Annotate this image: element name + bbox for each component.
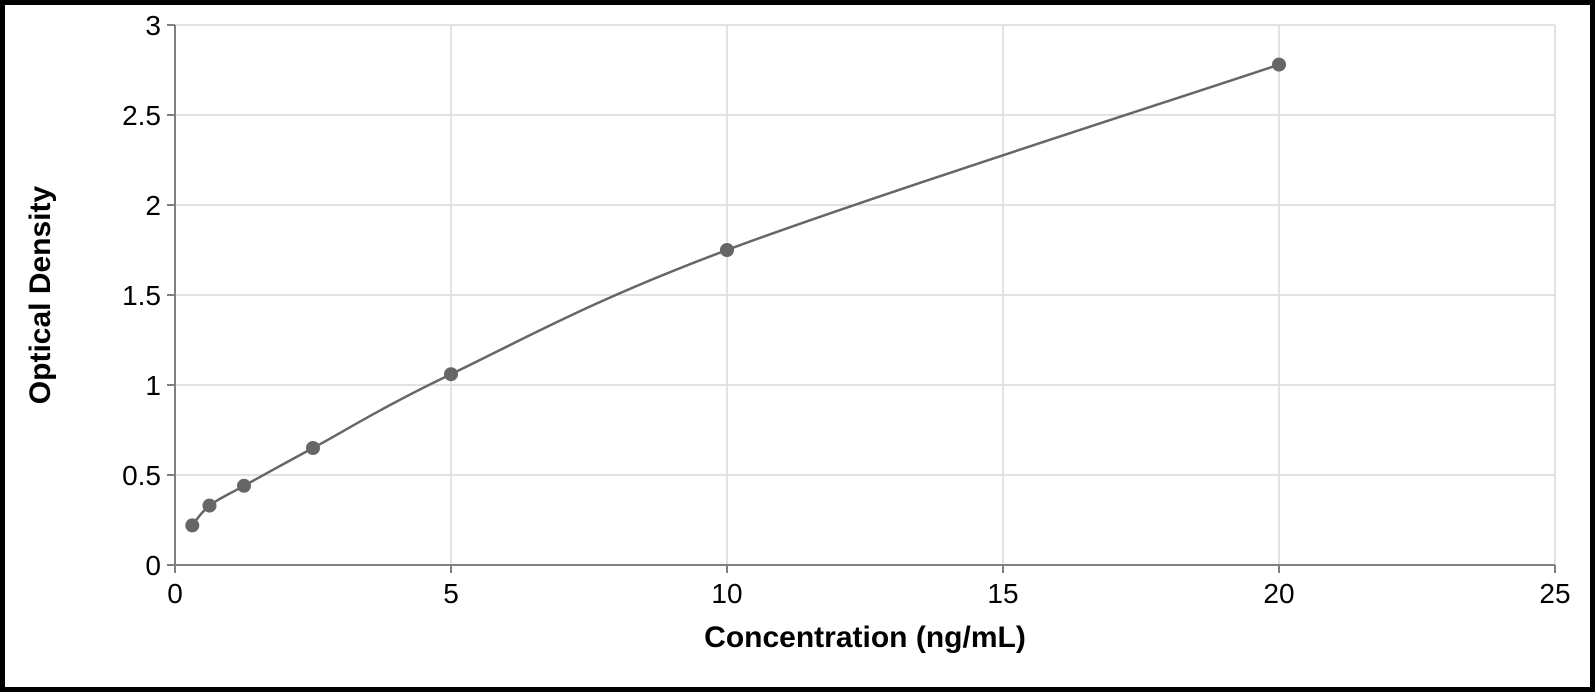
y-tick-label: 2 [145, 190, 161, 221]
x-tick-label: 25 [1539, 578, 1570, 609]
data-point [237, 479, 251, 493]
data-point [1272, 58, 1286, 72]
y-tick-label: 3 [145, 10, 161, 41]
chart-svg: 0 5 10 15 20 25 0 0.5 1 1.5 2 2.5 3 Concentration (ng… [5, 5, 1590, 687]
y-tick-label: 0.5 [122, 460, 161, 491]
data-point [185, 518, 199, 532]
y-tick-label: 1 [145, 370, 161, 401]
y-tick-label: 0 [145, 550, 161, 581]
x-tick-label: 15 [987, 578, 1018, 609]
chart-frame: 0 5 10 15 20 25 0 0.5 1 1.5 2 2.5 3 Concentration (ng… [0, 0, 1595, 692]
chart-plot: 0 5 10 15 20 25 0 0.5 1 1.5 2 2.5 3 Concentration (ng… [5, 5, 1590, 687]
data-point [444, 367, 458, 381]
data-point [720, 243, 734, 257]
y-tick-label: 2.5 [122, 100, 161, 131]
x-tick-label: 10 [711, 578, 742, 609]
x-tick-label: 20 [1263, 578, 1294, 609]
x-tick-label: 5 [443, 578, 459, 609]
data-point [203, 499, 217, 513]
x-tick-label: 0 [167, 578, 183, 609]
data-point [306, 441, 320, 455]
y-tick-label: 1.5 [122, 280, 161, 311]
x-axis-label: Concentration (ng/mL) [704, 621, 1026, 654]
y-axis-label: Optical Density [24, 185, 57, 404]
